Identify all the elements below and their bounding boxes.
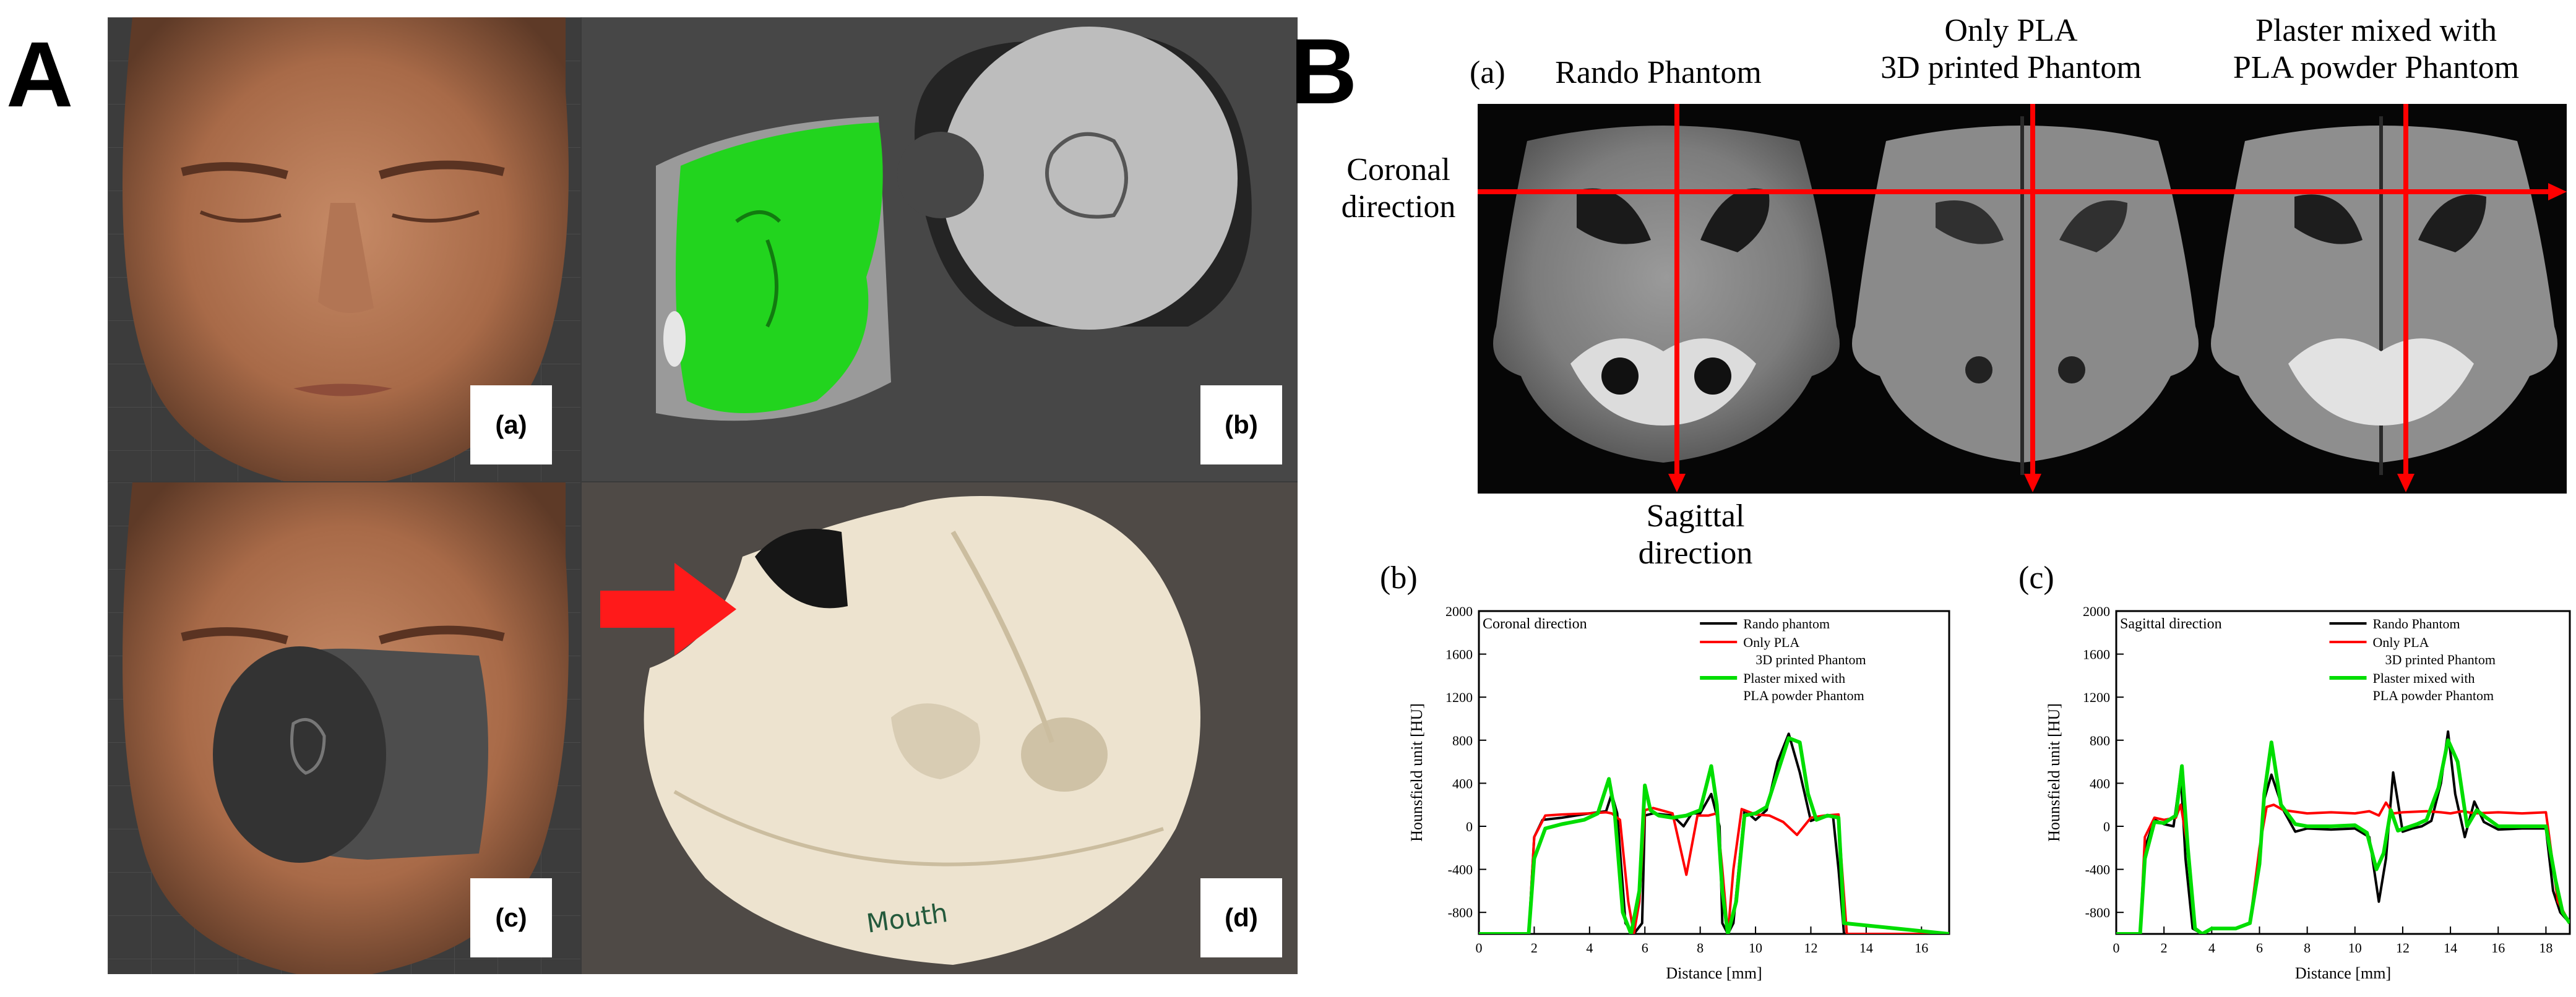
cad-face-cylinder-model bbox=[656, 27, 1252, 421]
x-tick-label: 12 bbox=[2396, 940, 2410, 956]
plot-title: Sagittal direction bbox=[2120, 616, 2222, 632]
legend-entry: Plaster mixed with PLA powder Phantom bbox=[1743, 670, 1864, 703]
face-cylinder-tile: (c) bbox=[108, 482, 580, 974]
title-only-pla: Only PLA 3D printed Phantom bbox=[1880, 13, 2142, 85]
legend-entry: Only PLA 3D printed Phantom bbox=[2373, 635, 2496, 667]
plot-c-label: (c) bbox=[2018, 560, 2054, 596]
printed-phantom-photo bbox=[600, 496, 1200, 965]
x-axis-label: Distance [mm] bbox=[1666, 964, 1762, 982]
face-scan-image bbox=[108, 17, 580, 481]
sub-label-a: (a) bbox=[470, 385, 552, 464]
y-tick-label: 400 bbox=[2090, 776, 2110, 791]
x-tick-label: 10 bbox=[1749, 940, 1762, 956]
ct-scans bbox=[1478, 104, 2567, 492]
legend-entry: Rando phantom bbox=[1743, 616, 1830, 631]
x-tick-label: 4 bbox=[1586, 940, 1593, 956]
x-tick-label: 16 bbox=[2491, 940, 2505, 956]
x-tick-label: 0 bbox=[1476, 940, 1483, 956]
sagittal-direction-label: Sagittal direction bbox=[1638, 498, 1753, 571]
plot-frame bbox=[2115, 610, 2571, 935]
ct-plaster-pla bbox=[2211, 116, 2557, 475]
series-line-2 bbox=[1479, 736, 1949, 934]
ct-rando bbox=[1493, 126, 1840, 463]
panel-a-figure: (a) (b) (c) bbox=[108, 17, 1298, 974]
printed-phantom-tile: Mouth (d) bbox=[582, 482, 1298, 974]
y-tick-label: 400 bbox=[1452, 776, 1473, 791]
y-tick-label: 2000 bbox=[2083, 604, 2110, 619]
x-tick-label: 8 bbox=[2304, 940, 2311, 956]
title-rando-phantom: Rando Phantom bbox=[1555, 55, 1762, 90]
panel-b-sub-a: (a) bbox=[1470, 55, 1506, 90]
y-tick-label: 800 bbox=[1452, 733, 1473, 748]
title-plaster-pla: Plaster mixed with PLA powder Phantom bbox=[2233, 13, 2520, 85]
coronal-direction-label: Coronal direction bbox=[1341, 152, 1456, 225]
x-tick-label: 2 bbox=[1531, 940, 1538, 956]
sagittal-hu-chart: 0 2 4 6 8 10 12 14 16 18 -800 -400 0 400 800 1200 1600 20… bbox=[2045, 604, 2571, 982]
coronal-hu-chart: 0 2 4 6 8 10 12 14 16 -800 -400 0 400 800 1200 1600 2000… bbox=[1408, 604, 1950, 982]
legend-entry: Rando Phantom bbox=[2373, 616, 2460, 631]
plot-b-label: (b) bbox=[1380, 560, 1418, 596]
y-tick-label: 1200 bbox=[2083, 690, 2110, 705]
face-scan-tile: (a) bbox=[108, 17, 580, 481]
ct-image-strip bbox=[1478, 104, 2567, 494]
y-axis-label: Hounsfield unit [HU] bbox=[1408, 703, 1426, 842]
y-tick-label: 0 bbox=[1466, 819, 1473, 834]
y-tick-label: 800 bbox=[2090, 733, 2110, 748]
y-tick-label: -800 bbox=[2085, 905, 2110, 920]
x-tick-label: 8 bbox=[1697, 940, 1704, 956]
y-tick-label: 1600 bbox=[1445, 647, 1473, 662]
panel-b-letter: B bbox=[1290, 19, 1358, 123]
x-tick-label: 0 bbox=[2113, 940, 2120, 956]
ct-only-pla bbox=[1852, 116, 2199, 475]
x-tick-label: 4 bbox=[2208, 940, 2215, 956]
sub-label-c: (c) bbox=[470, 878, 552, 957]
x-tick-label: 16 bbox=[1915, 940, 1928, 956]
cad-model-tile: (b) bbox=[582, 17, 1298, 481]
x-tick-label: 14 bbox=[2444, 940, 2457, 956]
y-axis-label: Hounsfield unit [HU] bbox=[2045, 703, 2063, 842]
series-line-2 bbox=[2116, 738, 2570, 934]
legend-entry: Only PLA 3D printed Phantom bbox=[1743, 635, 1866, 667]
x-tick-label: 14 bbox=[1859, 940, 1873, 956]
sub-label-b: (b) bbox=[1200, 385, 1282, 464]
x-tick-label: 6 bbox=[1642, 940, 1648, 956]
sub-label-d: (d) bbox=[1200, 878, 1282, 957]
y-tick-label: 1600 bbox=[2083, 647, 2110, 662]
y-tick-label: 2000 bbox=[1445, 604, 1473, 619]
plot-title: Coronal direction bbox=[1483, 616, 1587, 632]
x-axis-label: Distance [mm] bbox=[2295, 964, 2391, 982]
panel-a-letter: A bbox=[6, 22, 74, 126]
x-tick-label: 18 bbox=[2539, 940, 2552, 956]
legend-entry: Plaster mixed with PLA powder Phantom bbox=[2373, 670, 2494, 703]
y-tick-label: -800 bbox=[1448, 905, 1473, 920]
x-tick-label: 12 bbox=[1804, 940, 1817, 956]
x-tick-label: 6 bbox=[2256, 940, 2263, 956]
x-tick-label: 10 bbox=[2348, 940, 2362, 956]
y-tick-label: -400 bbox=[2085, 862, 2110, 878]
y-tick-label: 0 bbox=[2103, 819, 2110, 834]
y-tick-label: 1200 bbox=[1445, 690, 1473, 705]
y-tick-label: -400 bbox=[1448, 862, 1473, 878]
x-tick-label: 2 bbox=[2161, 940, 2168, 956]
